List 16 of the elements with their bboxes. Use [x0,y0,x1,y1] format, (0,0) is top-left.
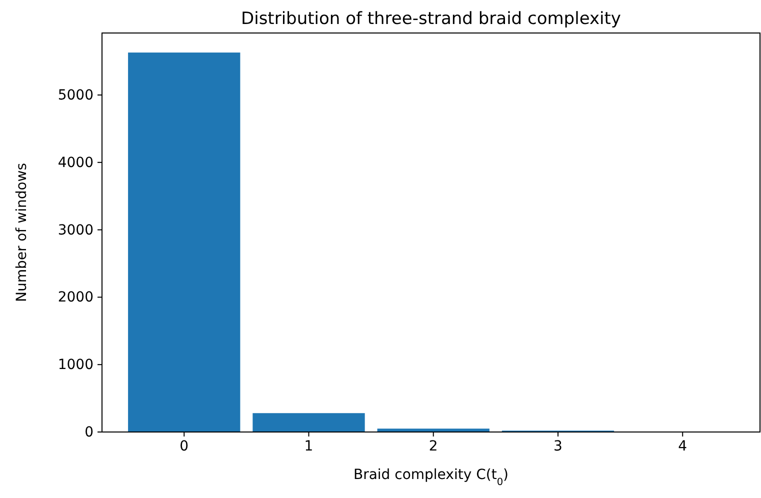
x-tick-label: 1 [304,438,314,454]
x-tick-label: 2 [428,438,438,454]
bar [128,52,240,432]
y-tick-label: 1000 [58,357,94,374]
y-tick-label: 3000 [58,222,94,238]
x-tick-label: 0 [180,438,189,454]
y-tick-label: 4000 [58,154,94,171]
bar [252,413,365,432]
y-tick-label: 2000 [58,290,94,306]
x-axis-title: Braid complexity C(t$_{0}$) [353,467,509,488]
x-tick-label: 4 [678,438,688,454]
y-tick-label: 5000 [58,87,94,104]
y-tick-label: 0 [84,424,94,440]
y-axis-title: Number of windows [14,162,30,302]
chart-title: Distribution of three-strand braid complexity [241,9,621,29]
x-tick-label: 3 [554,438,562,454]
